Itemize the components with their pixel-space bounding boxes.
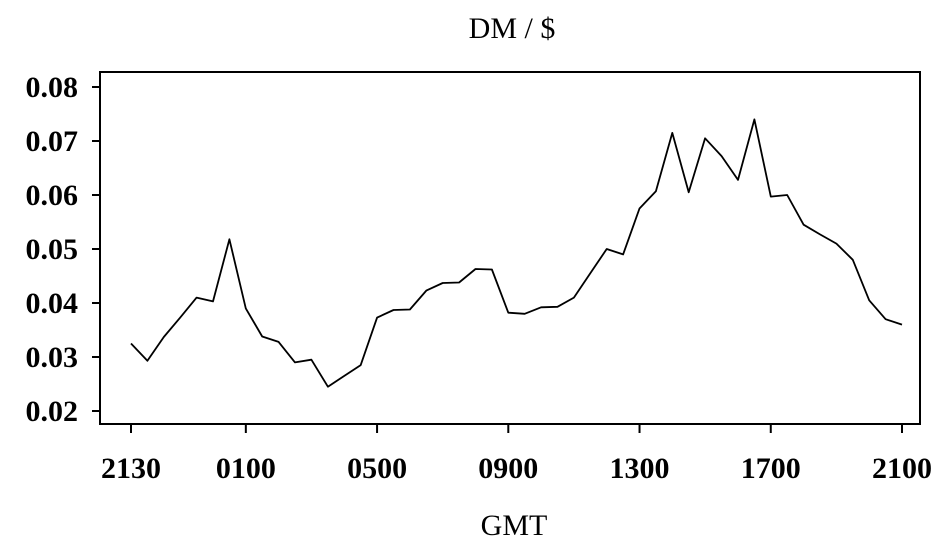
y-tick-label: 0.03 <box>26 341 79 374</box>
plot-frame <box>99 71 921 425</box>
series-line <box>130 118 903 388</box>
x-axis-label: GMT <box>481 509 548 542</box>
x-tick-label: 1700 <box>741 452 801 485</box>
y-tick-label: 0.07 <box>26 125 79 158</box>
y-tick-label: 0.08 <box>26 71 79 104</box>
x-tick-label: 0100 <box>216 452 276 485</box>
x-tick-label: 2130 <box>101 452 161 485</box>
y-tick-label: 0.06 <box>26 179 79 212</box>
x-tick-label: 0500 <box>347 452 407 485</box>
x-tick-label: 2100 <box>872 452 932 485</box>
x-tick-label: 1300 <box>610 452 670 485</box>
y-axis: 0.02 0.03 0.04 0.05 0.06 0.07 0.08 <box>26 71 100 428</box>
x-axis: 2130 0100 0500 0900 1300 1700 2100 <box>101 424 932 485</box>
series-layer <box>130 118 903 388</box>
x-tick-label: 0900 <box>478 452 538 485</box>
y-tick-label: 0.02 <box>26 395 79 428</box>
y-tick-label: 0.05 <box>26 233 79 266</box>
y-tick-label: 0.04 <box>26 287 79 320</box>
chart-title: DM / $ <box>469 12 556 45</box>
